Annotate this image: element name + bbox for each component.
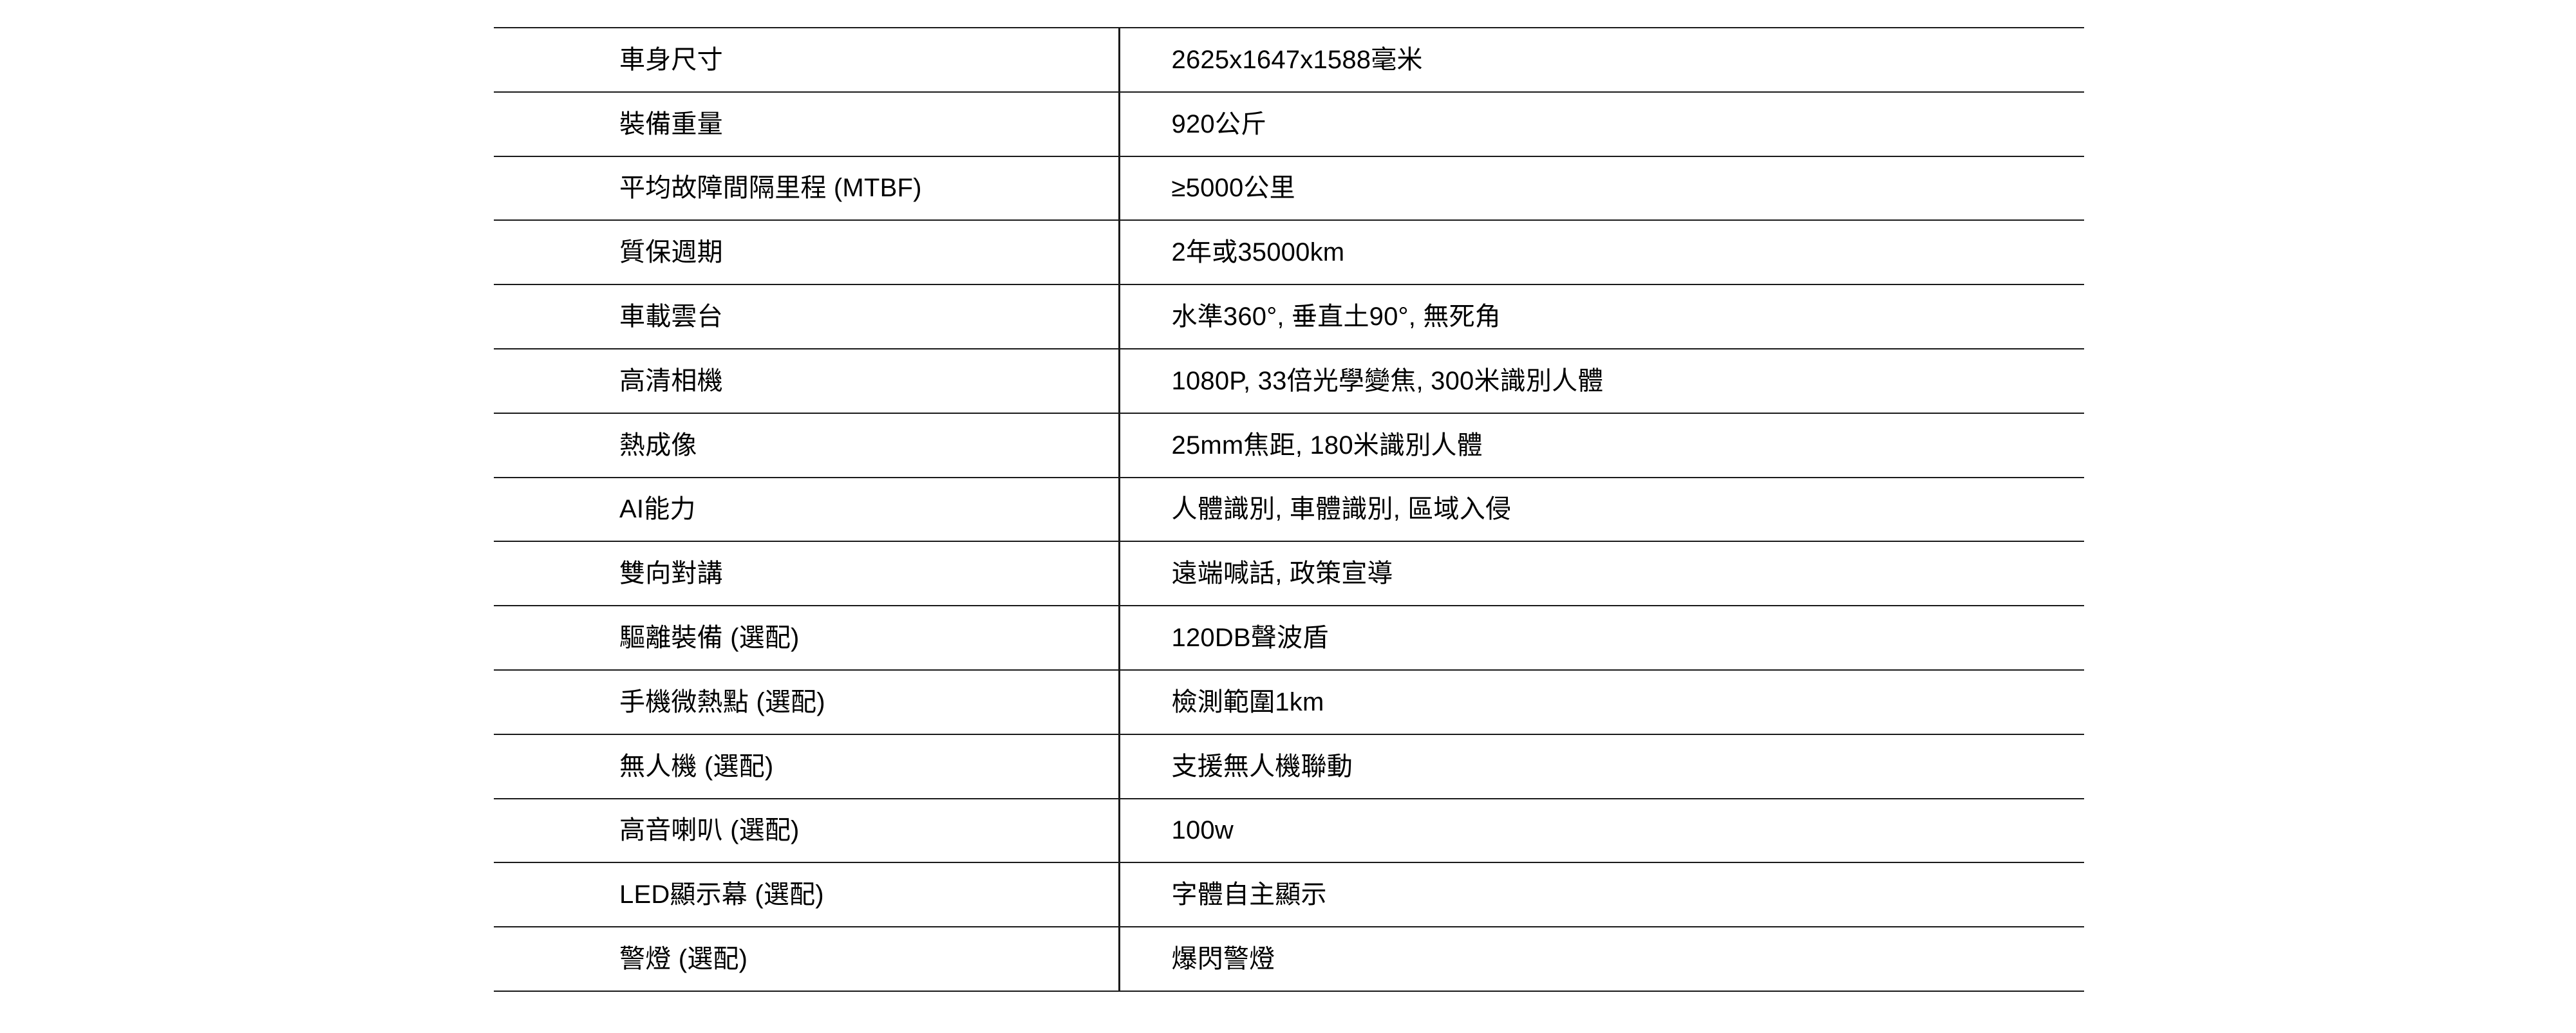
spec-label-cell: AI能力 (494, 477, 1120, 543)
spec-label-text: 熱成像 (619, 431, 697, 460)
spec-value-text: 920公斤 (1171, 109, 1267, 138)
spec-value-text: ≥5000公里 (1171, 174, 1295, 203)
spec-label-cell: 車身尺寸 (494, 27, 1120, 93)
spec-label-cell: 裝備重量 (494, 91, 1120, 157)
spec-label-text: 高清相機 (619, 366, 723, 395)
spec-value-cell: 爆閃警燈 (1119, 927, 2084, 992)
spec-value-cell: 支援無人機聯動 (1119, 734, 2084, 799)
spec-label-text: 雙向對講 (619, 559, 723, 588)
spec-table-body: 車身尺寸 2625x1647x1588毫米裝備重量 920公斤平均故障間隔里程 (M… (494, 27, 2084, 992)
spec-table-container: 車身尺寸 2625x1647x1588毫米裝備重量 920公斤平均故障間隔里程 (M… (494, 27, 2084, 992)
spec-label-text: AI能力 (619, 495, 696, 524)
spec-label-cell: 熱成像 (494, 413, 1120, 478)
spec-label-text: 質保週期 (619, 238, 723, 267)
spec-value-cell: 檢測範圍1km (1119, 669, 2084, 735)
spec-table: 車身尺寸 2625x1647x1588毫米裝備重量 920公斤平均故障間隔里程 (M… (494, 27, 2084, 992)
spec-value-text: 25mm焦距, 180米識別人體 (1171, 431, 1483, 460)
spec-label-cell: 驅離裝備 (選配) (494, 606, 1120, 671)
table-row: LED顯示幕 (選配) 字體自主顯示 (494, 862, 2084, 928)
spec-value-text: 水準360°, 垂直土90°, 無死角 (1171, 302, 1501, 331)
spec-label-text: 手機微熱點 (選配) (619, 687, 825, 716)
spec-value-cell: 1080P, 33倍光學變焦, 300米識別人體 (1119, 348, 2084, 414)
spec-label-text: 高音喇叭 (選配) (619, 816, 800, 845)
spec-value-text: 字體自主顯示 (1171, 880, 1327, 909)
spec-value-cell: 920公斤 (1119, 91, 2084, 157)
spec-label-text: 車身尺寸 (619, 45, 723, 74)
spec-label-cell: 無人機 (選配) (494, 734, 1120, 799)
spec-label-cell: LED顯示幕 (選配) (494, 862, 1120, 928)
spec-label-cell: 手機微熱點 (選配) (494, 669, 1120, 735)
spec-value-text: 120DB聲波盾 (1171, 624, 1329, 653)
spec-value-cell: 120DB聲波盾 (1119, 606, 2084, 671)
table-row: 車身尺寸 2625x1647x1588毫米 (494, 27, 2084, 93)
table-row: 雙向對講 遠端喊話, 政策宣導 (494, 541, 2084, 607)
table-row: 驅離裝備 (選配) 120DB聲波盾 (494, 606, 2084, 671)
spec-label-cell: 雙向對講 (494, 541, 1120, 607)
table-row: 手機微熱點 (選配) 檢測範圍1km (494, 669, 2084, 735)
spec-label-text: LED顯示幕 (選配) (619, 880, 824, 909)
table-row: 高清相機 1080P, 33倍光學變焦, 300米識別人體 (494, 348, 2084, 414)
table-row: 平均故障間隔里程 (MTBF) ≥5000公里 (494, 156, 2084, 221)
spec-label-text: 警燈 (選配) (619, 945, 748, 974)
spec-label-text: 無人機 (選配) (619, 752, 774, 781)
table-row: 警燈 (選配) 爆閃警燈 (494, 927, 2084, 992)
spec-value-text: 100w (1171, 816, 1234, 845)
spec-value-cell: 水準360°, 垂直土90°, 無死角 (1119, 284, 2084, 349)
spec-value-cell: ≥5000公里 (1119, 156, 2084, 221)
spec-value-text: 檢測範圍1km (1171, 687, 1324, 716)
spec-value-cell: 2年或35000km (1119, 220, 2084, 286)
spec-label-cell: 高音喇叭 (選配) (494, 798, 1120, 864)
table-row: 裝備重量 920公斤 (494, 91, 2084, 157)
spec-value-text: 遠端喊話, 政策宣導 (1171, 559, 1393, 588)
spec-value-text: 1080P, 33倍光學變焦, 300米識別人體 (1171, 366, 1604, 395)
table-row: 熱成像 25mm焦距, 180米識別人體 (494, 413, 2084, 478)
table-row: 高音喇叭 (選配) 100w (494, 798, 2084, 864)
spec-label-cell: 平均故障間隔里程 (MTBF) (494, 156, 1120, 221)
spec-value-cell: 字體自主顯示 (1119, 862, 2084, 928)
spec-value-cell: 人體識別, 車體識別, 區域入侵 (1119, 477, 2084, 543)
spec-value-text: 2625x1647x1588毫米 (1171, 45, 1423, 74)
spec-value-text: 2年或35000km (1171, 238, 1345, 267)
spec-value-text: 支援無人機聯動 (1171, 752, 1353, 781)
spec-label-text: 裝備重量 (619, 109, 723, 138)
spec-label-cell: 警燈 (選配) (494, 927, 1120, 992)
spec-label-text: 車載雲台 (619, 302, 723, 331)
table-row: 無人機 (選配) 支援無人機聯動 (494, 734, 2084, 799)
spec-value-cell: 25mm焦距, 180米識別人體 (1119, 413, 2084, 478)
table-row: 質保週期 2年或35000km (494, 220, 2084, 286)
spec-value-text: 爆閃警燈 (1171, 945, 1275, 974)
spec-value-cell: 遠端喊話, 政策宣導 (1119, 541, 2084, 607)
table-row: 車載雲台 水準360°, 垂直土90°, 無死角 (494, 284, 2084, 349)
spec-label-cell: 車載雲台 (494, 284, 1120, 349)
spec-value-cell: 2625x1647x1588毫米 (1119, 27, 2084, 93)
spec-label-cell: 高清相機 (494, 348, 1120, 414)
spec-label-text: 驅離裝備 (選配) (619, 624, 800, 653)
spec-value-text: 人體識別, 車體識別, 區域入侵 (1171, 495, 1512, 524)
spec-label-cell: 質保週期 (494, 220, 1120, 286)
table-row: AI能力 人體識別, 車體識別, 區域入侵 (494, 477, 2084, 543)
spec-label-text: 平均故障間隔里程 (MTBF) (619, 174, 922, 203)
spec-value-cell: 100w (1119, 798, 2084, 864)
